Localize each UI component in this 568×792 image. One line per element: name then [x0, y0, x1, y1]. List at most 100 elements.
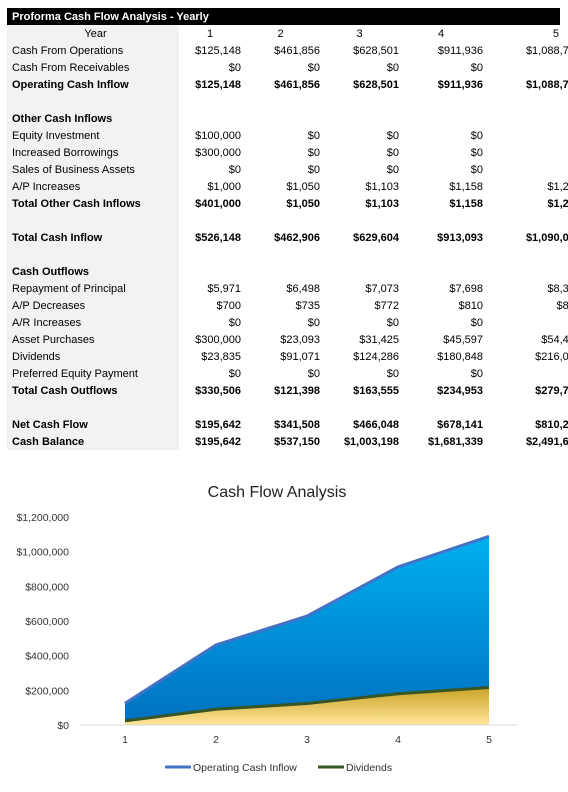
- value-cell: $0: [483, 314, 568, 331]
- value-cell: $279,753: [535, 384, 568, 397]
- value-cell: $216,084: [535, 350, 568, 363]
- year-header-cell: 5: [552, 27, 559, 40]
- value-cell: $466,048: [353, 418, 399, 431]
- dividends-area: [125, 687, 489, 725]
- value-cell: $0: [386, 163, 399, 176]
- row-label: A/P Increases: [7, 178, 179, 195]
- value-cell: [483, 212, 568, 229]
- value-cell: $1,216: [547, 197, 568, 210]
- value-cell: $772: [374, 299, 399, 312]
- y-tick-label: $1,000,000: [16, 547, 69, 559]
- legend-label-operating-cash-inflow: Operating Cash Inflow: [193, 762, 297, 774]
- value-cell: [483, 246, 568, 263]
- value-cell: $163,555: [353, 384, 399, 397]
- value-cell: [399, 212, 483, 229]
- value-cell: [483, 263, 568, 280]
- spacer-row: [7, 93, 568, 110]
- value-cell: $1,088,799: [525, 44, 568, 57]
- value-cell: $8,378: [547, 282, 568, 295]
- table-row: Total Cash Inflow $526,148 $462,906 $629,60…: [7, 229, 568, 246]
- value-cell: $125,148: [195, 78, 241, 91]
- value-cell: $121,398: [274, 384, 320, 397]
- value-cell: $341,508: [274, 418, 320, 431]
- y-tick-label: $600,000: [25, 616, 69, 628]
- value-cell: $0: [483, 144, 568, 161]
- value-cell: [179, 263, 241, 280]
- value-cell: $461,856: [274, 78, 320, 91]
- value-cell: $628,501: [353, 44, 399, 57]
- row-label: Preferred Equity Payment: [7, 365, 179, 382]
- y-tick-label: $0: [57, 720, 69, 732]
- value-cell: $0: [386, 61, 399, 74]
- value-cell: $0: [470, 316, 483, 329]
- cash-flow-chart: Cash Flow Analysis $1,200,000 $1,000,000 $…: [0, 470, 568, 789]
- row-label: Total Other Cash Inflows: [7, 195, 179, 212]
- table-row: Increased Borrowings$300,000$0$0$0$0: [7, 144, 568, 161]
- value-cell: $0: [228, 61, 241, 74]
- row-label: Increased Borrowings: [7, 144, 179, 161]
- year-header-cell: 1: [206, 27, 214, 40]
- value-cell: [241, 246, 320, 263]
- row-label: Cash Balance: [7, 433, 179, 450]
- value-cell: [483, 93, 568, 110]
- year-header-cell: 4: [437, 27, 445, 40]
- value-cell: $1,050: [286, 180, 320, 193]
- value-cell: [399, 246, 483, 263]
- sheet-title: Proforma Cash Flow Analysis - Yearly: [7, 8, 560, 25]
- value-cell: $0: [228, 367, 241, 380]
- value-cell: [483, 110, 568, 127]
- value-cell: $537,150: [274, 435, 320, 448]
- row-label: A/P Decreases: [7, 297, 179, 314]
- table-row: Operating Cash Inflow $125,148 $461,856 $62…: [7, 76, 568, 93]
- row-label: [7, 399, 179, 416]
- value-cell: $2,491,600: [525, 435, 568, 448]
- row-label: Repayment of Principal: [7, 280, 179, 297]
- value-cell: $911,936: [437, 44, 483, 57]
- value-cell: $6,498: [286, 282, 320, 295]
- table-row: Equity Investment$100,000$0$0$0$0: [7, 127, 568, 144]
- table-row: Repayment of Principal $5,971 $6,498 $7,073…: [7, 280, 568, 297]
- value-cell: $1,158: [449, 180, 483, 193]
- value-cell: $1,050: [286, 197, 320, 210]
- value-cell: [241, 110, 320, 127]
- row-label: [7, 246, 179, 263]
- legend-label-dividends: Dividends: [346, 762, 392, 774]
- value-cell: [399, 110, 483, 127]
- table-row: Cash From Receivables$0$0$0$0$0: [7, 59, 568, 76]
- table-row: Other Cash Inflows: [7, 110, 568, 127]
- table-row: A/P Decreases $700 $735 $772 $810 $851: [7, 297, 568, 314]
- value-cell: [320, 110, 399, 127]
- cash-flow-sheet: Proforma Cash Flow Analysis - Yearly Yea…: [7, 8, 568, 450]
- value-cell: $810: [458, 299, 483, 312]
- table-row: Net Cash Flow $195,642 $341,508 $466,048 $67…: [7, 416, 568, 433]
- row-label: Net Cash Flow: [7, 416, 179, 433]
- row-label: Equity Investment: [7, 127, 179, 144]
- value-cell: $124,286: [353, 350, 399, 363]
- row-label: Sales of Business Assets: [7, 161, 179, 178]
- row-label: Operating Cash Inflow: [7, 76, 179, 93]
- value-cell: $0: [483, 161, 568, 178]
- value-cell: $330,506: [195, 384, 241, 397]
- x-tick-label: 4: [395, 734, 401, 746]
- row-label: Cash From Receivables: [7, 59, 179, 76]
- value-cell: $0: [470, 146, 483, 159]
- value-cell: [399, 263, 483, 280]
- value-cell: $1,681,339: [427, 435, 483, 448]
- x-tick-label: 5: [486, 734, 492, 746]
- value-cell: $91,071: [280, 350, 320, 363]
- value-cell: $54,440: [541, 333, 568, 346]
- table-row: Dividends $23,835 $91,071 $124,286 $180,848 $…: [7, 348, 568, 365]
- spacer-row: [7, 246, 568, 263]
- y-tick-label: $400,000: [25, 651, 69, 663]
- row-label: [7, 93, 179, 110]
- value-cell: $234,953: [437, 384, 483, 397]
- value-cell: $31,425: [359, 333, 399, 346]
- value-cell: $5,971: [207, 282, 241, 295]
- value-cell: $7,698: [449, 282, 483, 295]
- value-cell: $1,003,198: [343, 435, 399, 448]
- value-cell: $0: [386, 367, 399, 380]
- value-cell: $0: [470, 367, 483, 380]
- value-cell: $1,158: [449, 197, 483, 210]
- value-cell: [320, 93, 399, 110]
- value-cell: $401,000: [195, 197, 241, 210]
